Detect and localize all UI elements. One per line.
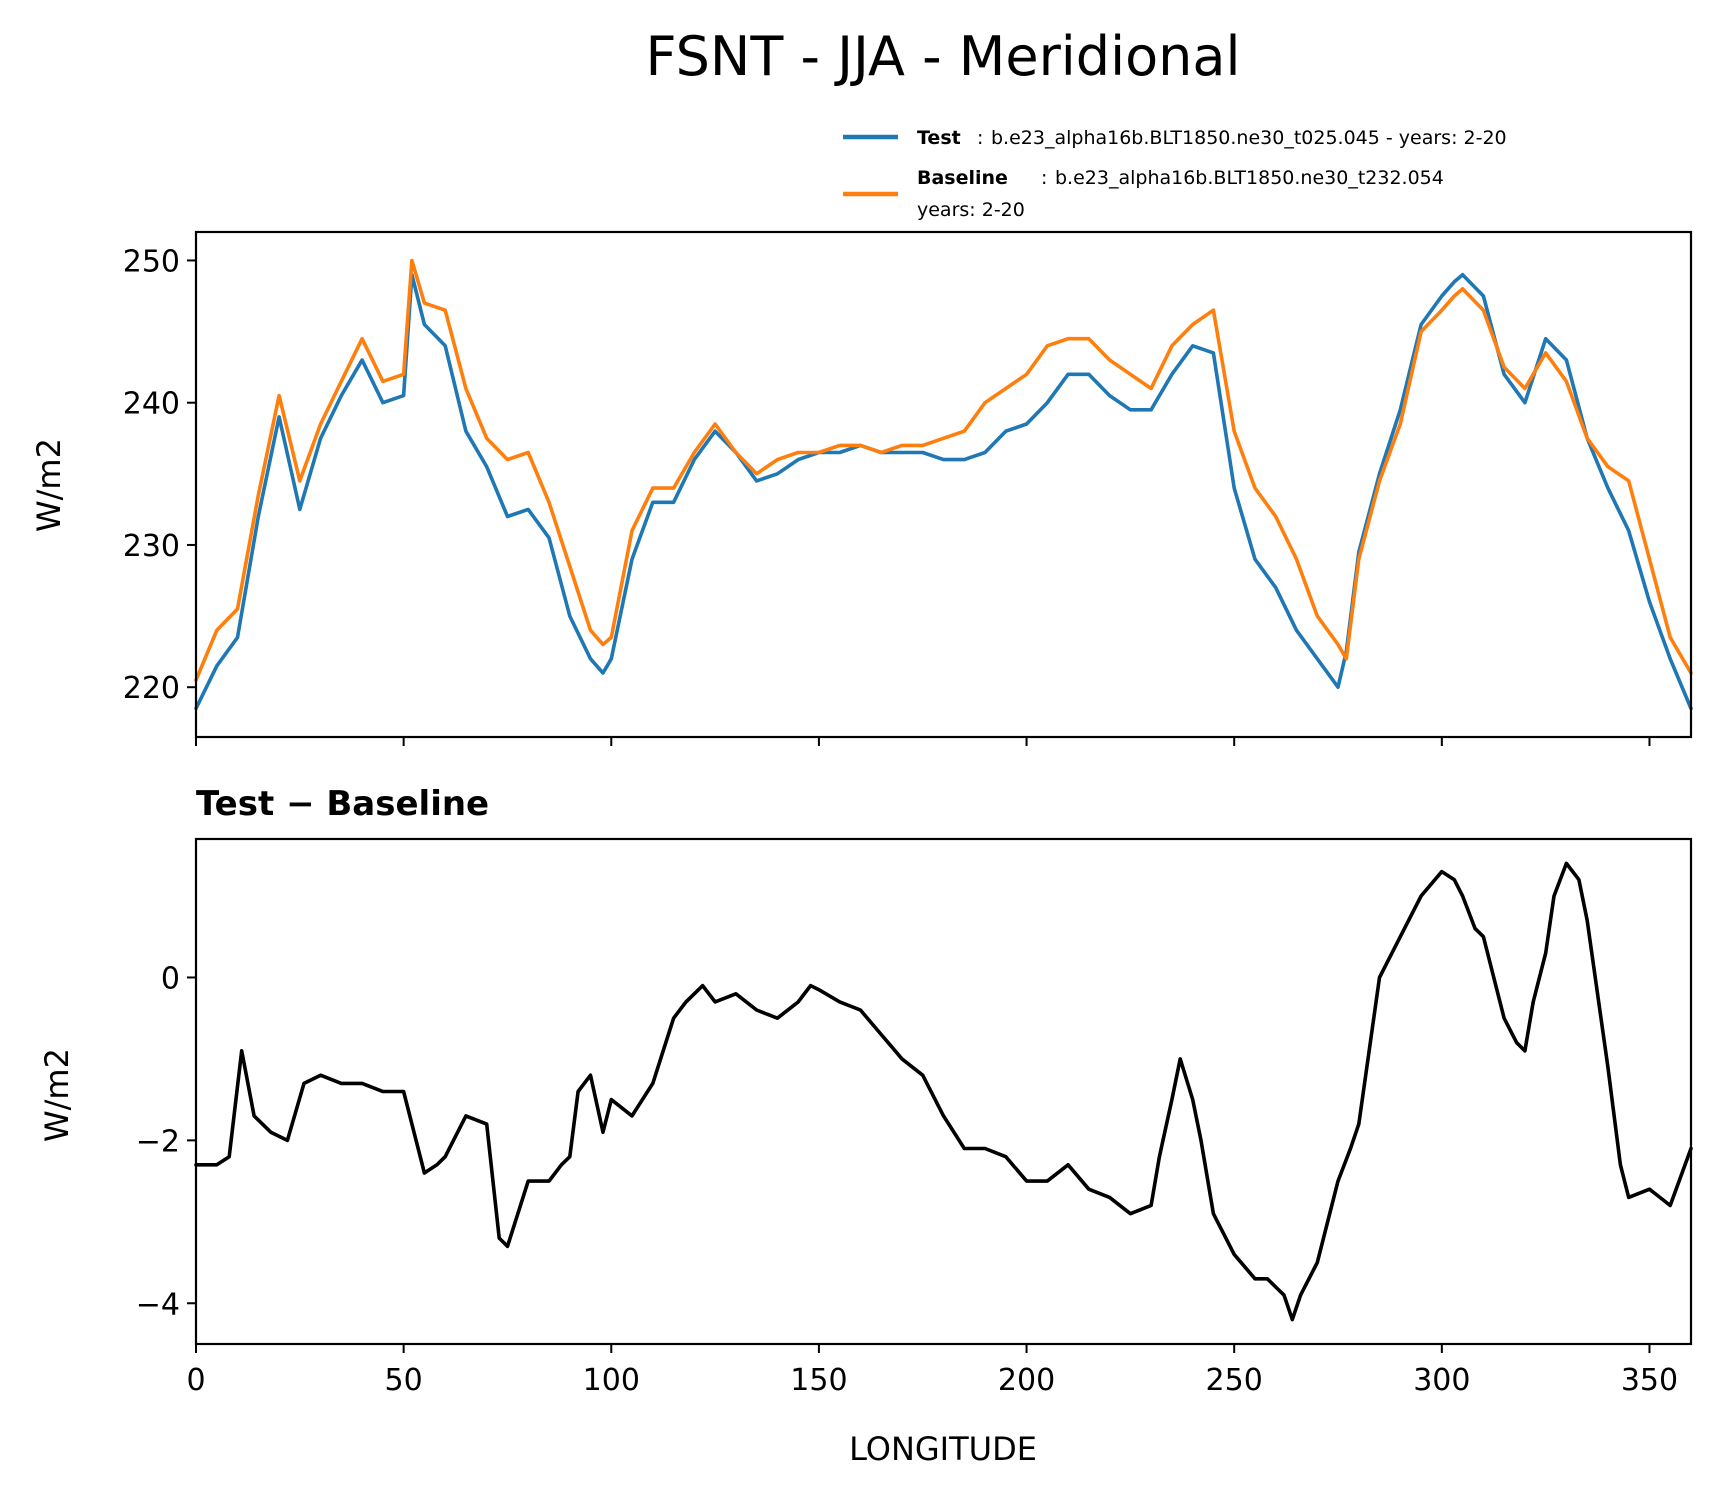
legend-label-baseline-years: years: 2-20 [917,199,1025,221]
chart-title: FSNT - JJA - Meridional [646,25,1241,88]
legend-label-baseline-name: Baseline [917,167,1008,189]
x-tick-label: 100 [583,1363,640,1398]
bottom-y-axis-label: W/m2 [38,1048,76,1142]
y-tick-label: −2 [136,1124,180,1159]
series-line-baseline [194,258,1693,682]
bottom-y-ticks: −4 −2 0 [136,961,196,1322]
x-tick-label: 150 [790,1363,847,1398]
x-tick-label: 0 [186,1363,205,1398]
top-axes-frame [194,230,1693,739]
top-y-ticks: 220 230 240 250 [123,244,196,706]
x-axis-label: LONGITUDE [849,1430,1037,1468]
x-tick-label: 350 [1621,1363,1678,1398]
legend-separator: : [1041,167,1047,189]
legend-label-test-name: Test [917,127,961,149]
bottom-x-ticks: 0 50 100 150 200 250 300 350 [186,1344,1678,1398]
legend-separator: : [977,127,983,149]
top-y-axis-label: W/m2 [30,438,68,532]
top-x-ticks [195,737,1651,746]
legend: Test : b.e23_alpha16b.BLT1850.ne30_t025.… [843,127,1507,221]
legend-label-baseline-text: b.e23_alpha16b.BLT1850.ne30_t232.054 [1055,167,1444,189]
y-tick-label: 240 [123,387,180,422]
difference-title: Test − Baseline [196,784,489,824]
bottom-axes-frame [194,837,1693,1346]
x-tick-label: 200 [998,1363,1055,1398]
y-tick-label: 250 [123,244,180,279]
bottom-series-group [194,861,1693,1322]
bottom-panel: Test − Baseline −4 −2 0 0 50 100 150 200 250 300… [38,784,1693,1468]
y-tick-label: 220 [123,671,180,706]
y-tick-label: 230 [123,529,180,564]
top-series-group [194,258,1693,711]
top-panel: 220 230 240 250 W/m2 [30,230,1693,746]
series-line-test [194,272,1693,711]
x-tick-label: 50 [385,1363,423,1398]
series-line-test-baseline [194,861,1693,1322]
y-tick-label: −4 [136,1287,180,1322]
legend-label-test-text: b.e23_alpha16b.BLT1850.ne30_t025.045 - y… [991,127,1507,149]
x-tick-label: 250 [1206,1363,1263,1398]
x-tick-label: 300 [1413,1363,1470,1398]
y-tick-label: 0 [161,961,180,996]
